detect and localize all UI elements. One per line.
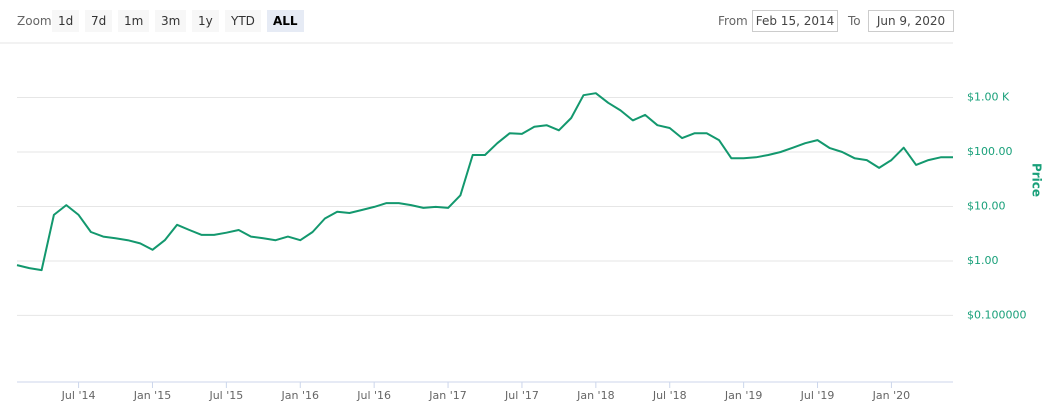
- x-tick-label: Jul '14: [61, 389, 96, 402]
- y-axis-title: Price: [1030, 163, 1044, 197]
- from-label: From: [718, 14, 748, 28]
- y-tick-label: $0.100000: [967, 308, 1027, 321]
- zoom-label: Zoom: [17, 14, 52, 28]
- x-tick-label: Jul '16: [356, 389, 391, 402]
- y-tick-label: $1.00 K: [967, 90, 1010, 103]
- x-tick-label: Jul '19: [800, 389, 835, 402]
- to-input[interactable]: Jun 9, 2020: [868, 10, 954, 32]
- zoom-button[interactable]: YTD: [225, 10, 261, 32]
- price-line: [16, 92, 953, 272]
- x-tick-label: Jan '16: [281, 389, 319, 402]
- zoom-button[interactable]: 1y: [192, 10, 219, 32]
- x-tick-label: Jul '15: [208, 389, 243, 402]
- zoom-button[interactable]: 3m: [155, 10, 187, 32]
- to-label: To: [848, 14, 861, 28]
- x-tick-label: Jan '17: [428, 389, 466, 402]
- from-input[interactable]: Feb 15, 2014: [752, 10, 838, 32]
- y-tick-label: $10.00: [967, 199, 1006, 212]
- x-tick-label: Jan '20: [872, 389, 910, 402]
- zoom-button[interactable]: 1m: [118, 10, 150, 32]
- x-tick-label: Jan '19: [724, 389, 762, 402]
- y-tick-label: $100.00: [967, 145, 1013, 158]
- x-tick-label: Jul '18: [652, 389, 687, 402]
- x-tick-label: Jan '15: [133, 389, 171, 402]
- y-tick-label: $1.00: [967, 254, 999, 267]
- zoom-button[interactable]: 7d: [85, 10, 113, 32]
- zoom-button[interactable]: 1d: [52, 10, 80, 32]
- x-tick-label: Jul '17: [504, 389, 539, 402]
- zoom-button[interactable]: ALL: [267, 10, 304, 32]
- x-tick-label: Jan '18: [576, 389, 614, 402]
